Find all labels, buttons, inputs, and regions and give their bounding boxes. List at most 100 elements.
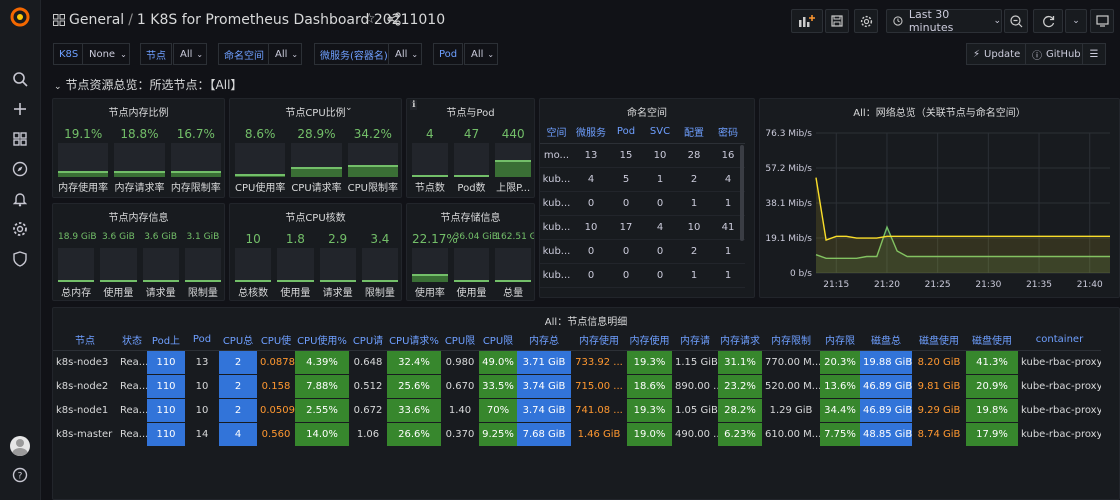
time-range-picker[interactable]: Last 30 minutes ⌄ xyxy=(886,8,1002,34)
var-label-node: 节点 xyxy=(140,43,172,65)
gauge-label: 内存使用率 xyxy=(58,183,109,194)
table-cell: 0 xyxy=(609,239,643,264)
table-cell: 0 xyxy=(643,191,677,216)
info-icon[interactable]: ℹ xyxy=(410,100,418,110)
configuration-gear-icon[interactable] xyxy=(10,219,30,239)
column-header[interactable]: CPU总 xyxy=(219,330,257,351)
github-link-button[interactable]: ⓘ GitHub xyxy=(1025,43,1088,65)
column-header[interactable]: 微服务 xyxy=(573,121,609,144)
gauge-fill xyxy=(235,174,286,177)
var-select-microservice[interactable]: All ⌄ xyxy=(388,43,422,65)
column-header[interactable]: SVC xyxy=(643,121,677,144)
plus-icon[interactable] xyxy=(10,99,30,119)
add-panel-button[interactable] xyxy=(791,9,823,33)
refresh-button[interactable] xyxy=(1033,9,1063,33)
table-cell: 10 xyxy=(677,215,711,240)
table-cell: 9.25% xyxy=(479,422,517,447)
column-header[interactable]: 密码 xyxy=(711,121,745,144)
table-cell: kub... xyxy=(540,215,573,240)
var-select-k8s[interactable]: None ⌄ xyxy=(82,43,130,65)
column-header[interactable]: 状态 xyxy=(117,330,147,351)
column-header[interactable]: CPU限 xyxy=(441,330,479,351)
dashboards-icon[interactable] xyxy=(10,129,30,149)
column-header[interactable]: 配置 xyxy=(677,121,711,144)
node-details-panel: All：节点信息明细 节点 状态 Pod上 Pod CPU总 CPU使 CPU使用% CPU请… xyxy=(52,307,1120,500)
info-circle-icon: ⓘ xyxy=(1032,50,1042,62)
table-cell: 17.9% xyxy=(966,422,1018,447)
column-header[interactable]: 磁盘总 xyxy=(860,330,912,351)
gauge-bar xyxy=(453,143,490,177)
tv-mode-button[interactable] xyxy=(1090,9,1114,33)
column-header[interactable]: CPU使 xyxy=(257,330,295,351)
dashboard-grid-icon xyxy=(53,14,65,26)
table-cell: 0.0509 xyxy=(257,398,295,423)
var-select-node[interactable]: All ⌄ xyxy=(173,43,207,65)
gauge-label: 总量 xyxy=(503,288,524,299)
column-header[interactable]: CPU请 xyxy=(349,330,387,351)
column-header[interactable]: 内存限 xyxy=(820,330,860,351)
table-cell: 48.85 GiB xyxy=(860,422,912,447)
table-cell: 0.670 xyxy=(441,374,479,399)
table-cell: 0 xyxy=(573,239,609,264)
network-chart[interactable]: 0 b/s 19.1 Mib/s 38.1 Mib/s 57.2 Mib/s 76.3 … xyxy=(760,99,1120,298)
table-cell: kube-rbac-proxy xyxy=(1018,374,1101,399)
var-select-pod[interactable]: All ⌄ xyxy=(464,43,498,65)
table-scrollbar[interactable] xyxy=(740,145,744,241)
column-header[interactable]: 内存请求 xyxy=(718,330,762,351)
table-cell: 34.4% xyxy=(820,398,860,423)
column-header[interactable]: CPU请求% xyxy=(387,330,441,351)
favorite-star-icon[interactable]: ☆ xyxy=(363,11,376,27)
gauge-value: 3.6 GiB xyxy=(101,232,135,242)
gauge-value: 18.8% xyxy=(120,127,159,141)
user-avatar[interactable] xyxy=(10,436,30,456)
var-select-namespace[interactable]: All ⌄ xyxy=(268,43,302,65)
dashboard-settings-button[interactable] xyxy=(854,9,878,33)
table-cell: 17 xyxy=(609,215,643,240)
table-cell: 1.40 xyxy=(441,398,479,423)
table-cell: 2.55% xyxy=(295,398,349,423)
dashboard-title[interactable]: 1 K8S for Prometheus Dashboard 20211010 xyxy=(136,12,446,28)
update-link-button[interactable]: ⚡ Update xyxy=(966,43,1028,65)
refresh-interval-dropdown[interactable]: ⌄ xyxy=(1065,9,1087,33)
gauge-bar xyxy=(184,248,221,282)
table-cell: Rea... xyxy=(117,374,147,399)
column-header[interactable]: 内存请 xyxy=(672,330,718,351)
table-cell: 10 xyxy=(185,398,219,423)
column-header[interactable]: Pod xyxy=(609,121,643,144)
row-title[interactable]: ⌄ 节点资源总览：所选节点：【All】 xyxy=(54,76,242,93)
server-admin-shield-icon[interactable] xyxy=(10,249,30,269)
column-header[interactable]: Pod上 xyxy=(147,330,185,351)
chevron-down-icon: ⌄ xyxy=(120,49,127,59)
gauge-value: 4 xyxy=(426,127,434,141)
help-icon[interactable]: ? xyxy=(10,465,30,485)
breadcrumb-folder[interactable]: General xyxy=(69,12,125,28)
share-icon[interactable] xyxy=(387,12,401,26)
chevron-down-icon[interactable]: ⌄ xyxy=(345,103,353,113)
zoom-out-button[interactable] xyxy=(1004,9,1028,33)
namespace-panel: 命名空间 空间 微服务 Pod SVC 配置 密码 mo... 13 15 10 28 16 kub.… xyxy=(539,98,755,298)
column-header[interactable]: 空间 xyxy=(540,121,573,144)
table-cell: 0 xyxy=(643,263,677,288)
column-header[interactable]: CPU使用% xyxy=(295,330,349,351)
alerting-bell-icon[interactable] xyxy=(10,189,30,209)
grafana-logo-icon[interactable] xyxy=(9,6,31,28)
gauge-fill xyxy=(495,160,531,177)
column-header[interactable]: 磁盘使用 xyxy=(912,330,966,351)
explore-compass-icon[interactable] xyxy=(10,159,30,179)
column-header[interactable]: 内存使用 xyxy=(627,330,672,351)
gauge-value: 18.9 GiB xyxy=(58,232,97,242)
gauge-fill xyxy=(235,280,272,282)
column-header[interactable]: 节点 xyxy=(53,330,117,351)
column-header[interactable]: 内存限制 xyxy=(762,330,820,351)
column-header[interactable]: container xyxy=(1018,330,1101,351)
column-header[interactable]: CPU限 xyxy=(479,330,517,351)
column-header[interactable]: 磁盘使用 xyxy=(966,330,1018,351)
search-icon[interactable] xyxy=(10,69,30,89)
save-dashboard-button[interactable] xyxy=(825,9,849,33)
column-header[interactable]: 内存总 xyxy=(517,330,571,351)
menu-hamburger-button[interactable]: ☰ xyxy=(1082,43,1106,65)
gauge-label: 使用量 xyxy=(103,288,134,299)
column-header[interactable]: 内存使用 xyxy=(571,330,627,351)
column-header[interactable]: Pod xyxy=(185,330,219,351)
gauge-fill xyxy=(319,280,356,282)
